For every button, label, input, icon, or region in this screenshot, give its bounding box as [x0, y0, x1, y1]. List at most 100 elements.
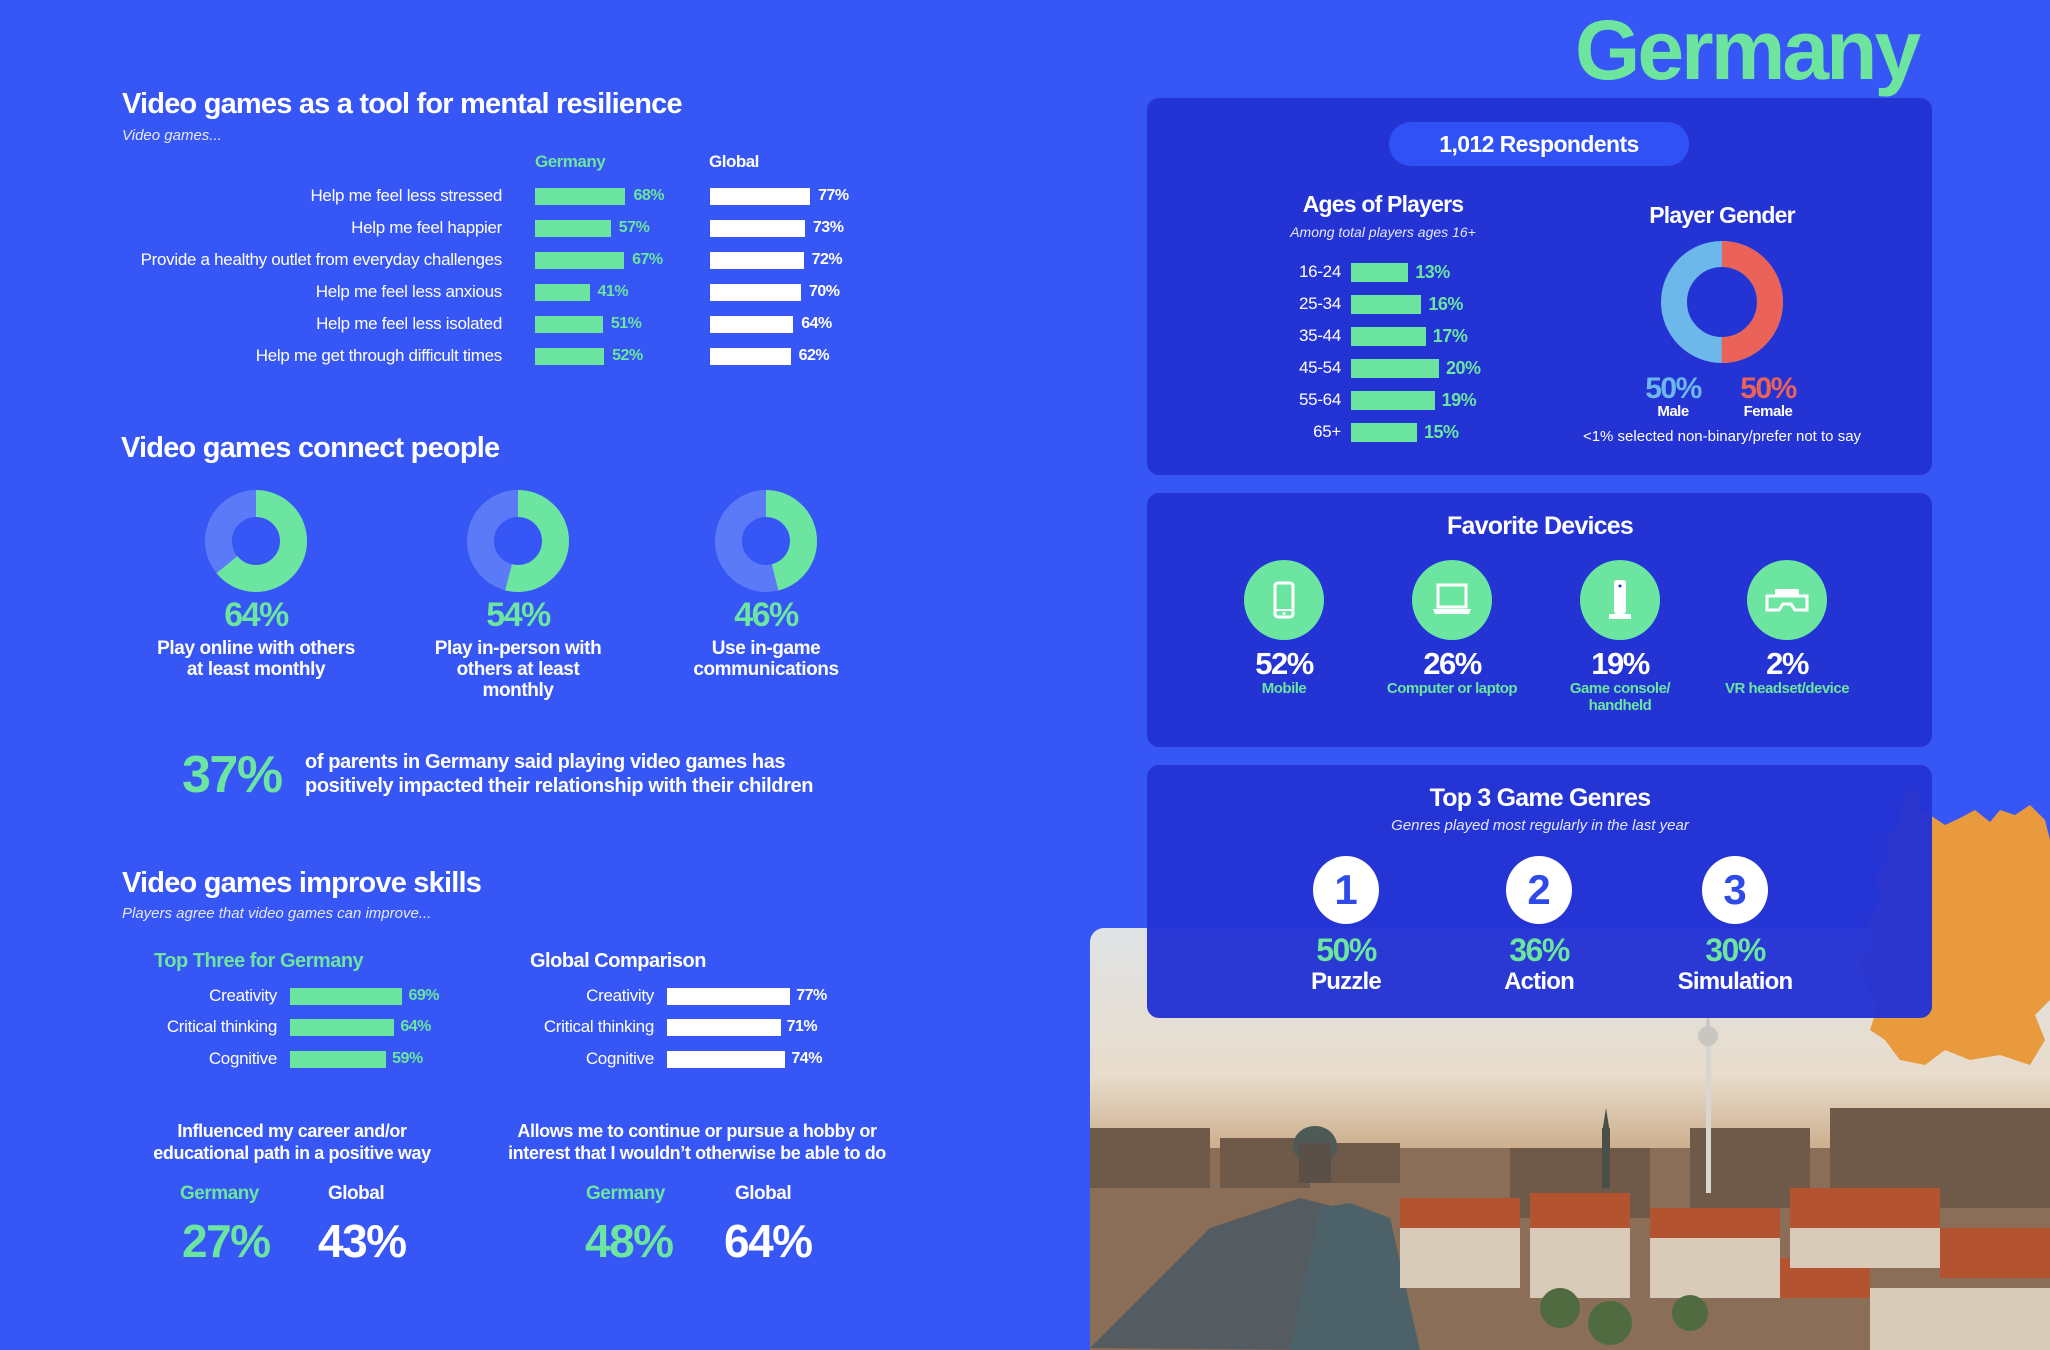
- career-germany-value: 27%: [182, 1215, 271, 1267]
- male-label: Male: [1657, 403, 1689, 420]
- device-label: VR headset/device: [1725, 680, 1850, 697]
- global-value: 62%: [798, 347, 830, 364]
- germany-skill-value: 59%: [392, 1050, 423, 1067]
- device-label: Computer or laptop: [1387, 680, 1518, 697]
- global-bar: [710, 220, 805, 237]
- donut-caption-line: at least monthly: [186, 659, 326, 680]
- donut-chart: [715, 490, 817, 592]
- device-percent: 19%: [1591, 646, 1650, 681]
- age-label: 55-64: [1299, 390, 1341, 409]
- global-skill-value: 71%: [786, 1018, 818, 1035]
- genre-rank: 2: [1527, 866, 1551, 913]
- resilience-row-label: Help me feel less anxious: [315, 282, 503, 301]
- skills-germany-heading: Top Three for Germany: [154, 950, 364, 972]
- respondents-count: 1,012 Respondents: [1439, 131, 1639, 157]
- age-bar: [1351, 423, 1417, 442]
- game-console-icon: [1580, 560, 1660, 645]
- age-value: 19%: [1441, 390, 1477, 410]
- global-skill-bar: [667, 988, 791, 1005]
- donut-value-arc: [467, 490, 569, 592]
- genre-percent: 30%: [1705, 932, 1766, 968]
- resilience-global-header: Global: [709, 152, 759, 171]
- age-bar: [1351, 391, 1435, 410]
- hobby-global-value: 64%: [724, 1215, 813, 1267]
- germany-bar: [535, 284, 590, 301]
- resilience-row-label: Provide a healthy outlet from everyday c…: [140, 250, 503, 269]
- germany-skill-bar: [290, 988, 403, 1005]
- device-label-line: handheld: [1588, 697, 1652, 714]
- skill-label: Creativity: [209, 986, 277, 1005]
- device-percent: 26%: [1423, 646, 1482, 681]
- genre-name: Puzzle: [1311, 968, 1382, 995]
- germany-value: 68%: [633, 187, 664, 204]
- skill-label: Cognitive: [585, 1049, 654, 1068]
- global-value: 77%: [818, 187, 849, 204]
- global-value: 73%: [812, 219, 844, 236]
- germany-bar: [535, 316, 603, 333]
- global-bar: [710, 252, 804, 269]
- donut-caption: Play in-person with others at least monthl…: [435, 638, 602, 701]
- career-global-value: 43%: [318, 1215, 407, 1267]
- age-label: 45-54: [1299, 358, 1341, 377]
- hobby-germany-value: 48%: [585, 1215, 674, 1267]
- germany-skill-value: 69%: [408, 987, 439, 1004]
- donut-caption: Play online with others at least monthly: [157, 638, 355, 680]
- skill-label: Cognitive: [208, 1049, 277, 1068]
- gender-donut-chart: [1661, 241, 1783, 363]
- skills-subtitle: Players agree that video games can impro…: [122, 905, 432, 922]
- genre-name: Action: [1504, 968, 1575, 995]
- connect-title: Video games connect people: [121, 432, 500, 464]
- age-label: 25-34: [1299, 294, 1341, 313]
- global-skill-bar: [667, 1019, 781, 1036]
- global-bar: [710, 348, 791, 365]
- global-value: 70%: [809, 283, 840, 300]
- resilience-row-label: Help me get through difficult times: [255, 346, 503, 365]
- genre-percent: 50%: [1316, 932, 1377, 968]
- resilience-subtitle: Video games...: [122, 127, 222, 144]
- donut-value-arc: [715, 490, 817, 592]
- devices-title: Favorite Devices: [1447, 512, 1634, 540]
- mobile-phone-icon: [1244, 560, 1324, 645]
- genre-rank-badge: 2: [1506, 856, 1572, 924]
- parents-stat-line2: positively impacted their relationship w…: [305, 775, 814, 797]
- genre-rank: 3: [1723, 866, 1747, 913]
- age-value: 15%: [1424, 422, 1459, 442]
- ages-title: Ages of Players: [1302, 191, 1464, 217]
- germany-value: 67%: [632, 251, 663, 268]
- age-value: 20%: [1446, 358, 1481, 378]
- laptop-icon: [1412, 560, 1492, 645]
- germany-bar: [535, 188, 626, 205]
- device-percent: 52%: [1255, 646, 1314, 681]
- age-bar: [1351, 263, 1409, 282]
- global-bar: [710, 188, 811, 205]
- global-value: 72%: [811, 251, 843, 268]
- genre-rank: 1: [1334, 866, 1358, 913]
- gender-note: <1% selected non-binary/prefer not to sa…: [1582, 428, 1862, 445]
- hobby-germany-label: Germany: [586, 1183, 665, 1204]
- global-bar: [710, 316, 794, 333]
- parents-stat-text: of parents in Germany said playing video…: [305, 750, 813, 798]
- device-label-line: Mobile: [1261, 680, 1307, 697]
- age-value: 13%: [1415, 262, 1450, 282]
- age-value: 16%: [1428, 294, 1463, 314]
- genre-percent: 36%: [1509, 932, 1570, 968]
- global-skill-value: 74%: [791, 1050, 822, 1067]
- skill-label: Creativity: [586, 986, 654, 1005]
- device-label-line: Game console/: [1569, 680, 1671, 697]
- donut-caption-line: Use in-game: [711, 638, 821, 659]
- germany-bar: [535, 220, 611, 237]
- genres-title: Top 3 Game Genres: [1429, 784, 1652, 812]
- germany-skill-value: 64%: [400, 1018, 431, 1035]
- donut-chart: [205, 490, 307, 592]
- germany-skill-bar: [290, 1051, 387, 1068]
- donut-caption-line: monthly: [482, 680, 554, 701]
- age-label: 65+: [1313, 422, 1341, 441]
- germany-value: 57%: [618, 219, 650, 236]
- device-icon-circle: [1747, 560, 1827, 640]
- global-bar: [710, 284, 801, 301]
- parents-stat-line1: of parents in Germany said playing video…: [305, 751, 786, 773]
- vr-headset-icon: [1747, 560, 1827, 645]
- global-skill-bar: [667, 1051, 786, 1068]
- age-label: 16-24: [1299, 262, 1341, 281]
- germany-value: 52%: [612, 347, 643, 364]
